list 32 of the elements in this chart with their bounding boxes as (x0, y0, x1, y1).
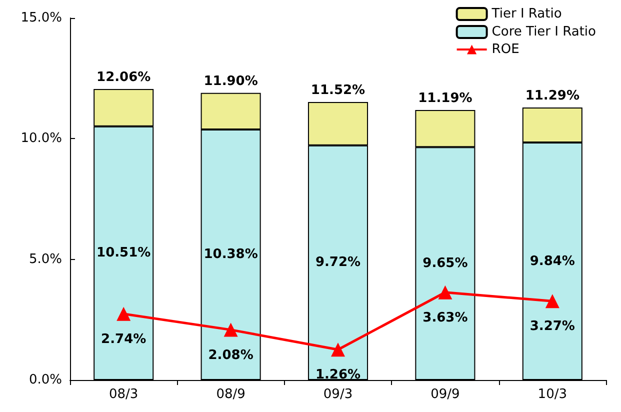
y-tick-label: 15.0% (20, 10, 62, 26)
total-label: 11.90% (204, 74, 258, 89)
total-label: 11.52% (310, 82, 366, 98)
data-label: 2.08% (208, 348, 254, 363)
data-label: 9.72% (315, 255, 361, 270)
point (116, 306, 131, 321)
total-label: 11.29% (525, 88, 580, 104)
data-label: 9.65% (422, 256, 468, 272)
x-tick-label: 08/9 (216, 387, 246, 402)
data-label: 10.51% (96, 246, 151, 261)
total-label: 12.06% (96, 70, 151, 85)
x-tick-label: 08/3 (109, 387, 138, 402)
data-label: 3.27% (530, 319, 575, 334)
x-tick-label: 10/3 (538, 387, 567, 402)
y-tick-label: 0.0% (28, 372, 62, 388)
data-label: 9.84% (530, 254, 575, 269)
data-label: 2.74% (101, 332, 146, 347)
legend-label: Core Tier I Ratio (492, 24, 596, 40)
total-label: 11.19% (418, 90, 472, 106)
point (331, 342, 345, 357)
point (545, 294, 560, 308)
data-label: 10.38% (204, 247, 258, 262)
y-tick-label: 10.0% (20, 131, 62, 146)
data-label: 3.63% (422, 310, 468, 326)
point (438, 285, 452, 300)
legend-label: Tier I Ratio (490, 6, 562, 22)
data-label: 1.26% (315, 368, 361, 383)
x-tick-label: 09/9 (430, 387, 460, 402)
point (224, 322, 238, 337)
y-tick-label: 5.0% (28, 252, 62, 267)
x-tick-label: 09/3 (323, 387, 353, 402)
legend-label: ROE (492, 42, 520, 57)
